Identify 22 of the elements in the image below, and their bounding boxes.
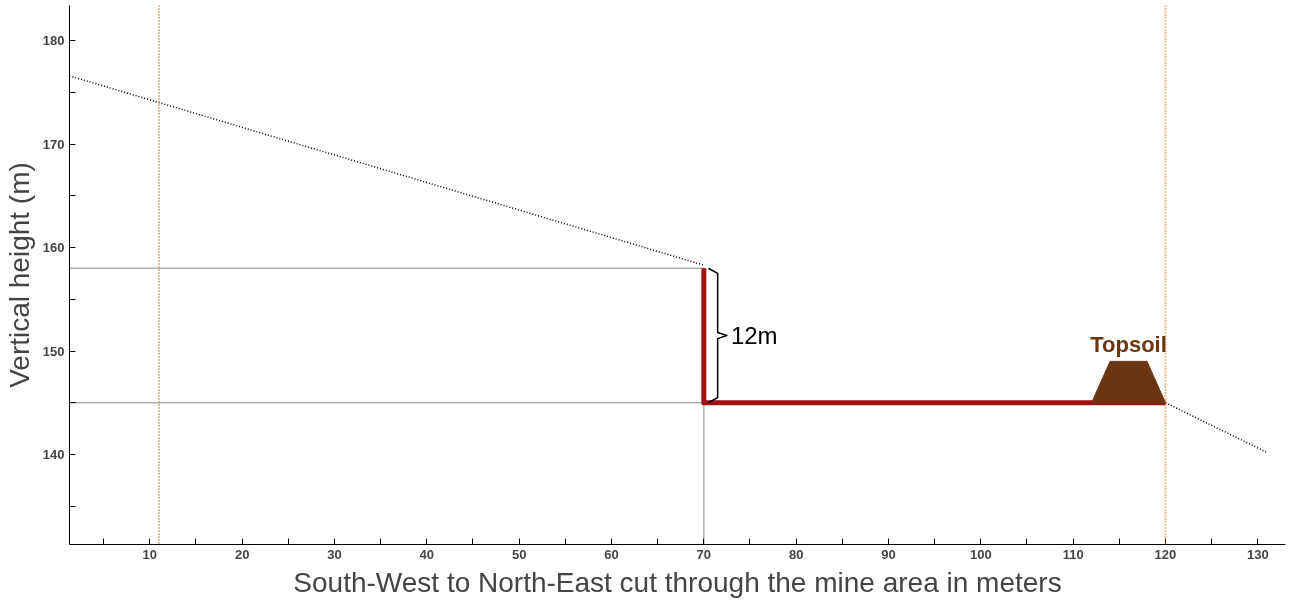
x-tick-label: 20 bbox=[234, 546, 250, 562]
x-tick-label: 90 bbox=[881, 546, 896, 562]
x-tick-label: 30 bbox=[327, 546, 342, 562]
x-tick-label: 60 bbox=[604, 546, 619, 562]
y-tick-label: 170 bbox=[42, 136, 65, 152]
x-tick-label: 110 bbox=[1062, 546, 1084, 562]
y-tick-label: 160 bbox=[42, 240, 65, 256]
y-tick-label: 150 bbox=[42, 343, 65, 359]
annotation: 12m bbox=[730, 322, 778, 350]
y-tick-label: 180 bbox=[42, 33, 65, 49]
y-axis-title: Vertical height (m) bbox=[3, 162, 35, 388]
x-tick-label: 40 bbox=[419, 546, 435, 562]
x-tick-label: 130 bbox=[1246, 546, 1269, 562]
x-tick-label: 10 bbox=[142, 546, 158, 562]
x-tick-label: 100 bbox=[969, 546, 992, 562]
annotation: Topsoil bbox=[1090, 332, 1167, 358]
y-tick-label: 140 bbox=[42, 446, 65, 462]
x-tick-label: 120 bbox=[1154, 546, 1177, 562]
x-tick-label: 50 bbox=[511, 546, 527, 562]
x-tick-label: 80 bbox=[788, 546, 804, 562]
x-tick-label: 70 bbox=[696, 546, 712, 562]
x-axis-title: South-West to North-East cut through the mine area in meters bbox=[293, 566, 1062, 598]
